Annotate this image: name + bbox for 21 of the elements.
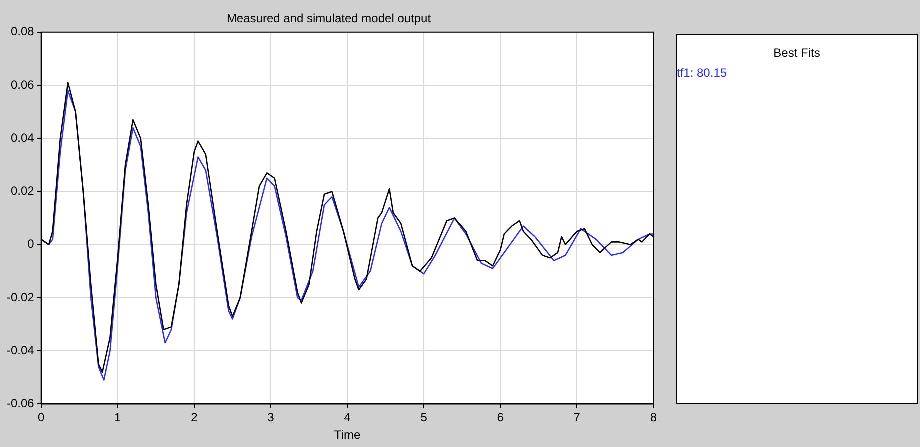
y-tick-label: 0.08	[10, 24, 35, 39]
y-tick-label: -0.04	[6, 343, 35, 358]
text: tf1: 80.15	[677, 66, 728, 80]
x-tick-label: 2	[191, 410, 198, 425]
legend-title: Best Fits	[772, 46, 822, 60]
chart-title: Measured and simulated model output	[226, 12, 432, 26]
x-tick-label: 7	[574, 410, 581, 425]
y-tick-label: 0.02	[10, 184, 35, 198]
x-axis-title: Time	[334, 428, 361, 442]
y-tick-label: -0.06	[6, 396, 35, 411]
x-tick-label: 4	[344, 410, 352, 425]
y-tick-label: 0.06	[10, 78, 35, 92]
x-tick-label: 5	[420, 410, 428, 425]
x-tick-label: 3	[268, 410, 275, 425]
x-tick-label: 6	[497, 410, 504, 425]
x-tick-label: 8	[650, 410, 658, 425]
x-tick-label: 1	[114, 410, 122, 425]
y-tick-label: -0.02	[6, 290, 35, 304]
y-tick-label: 0.04	[10, 130, 35, 145]
y-tick-label: 0	[28, 237, 35, 252]
x-tick-label: 0	[38, 410, 46, 425]
